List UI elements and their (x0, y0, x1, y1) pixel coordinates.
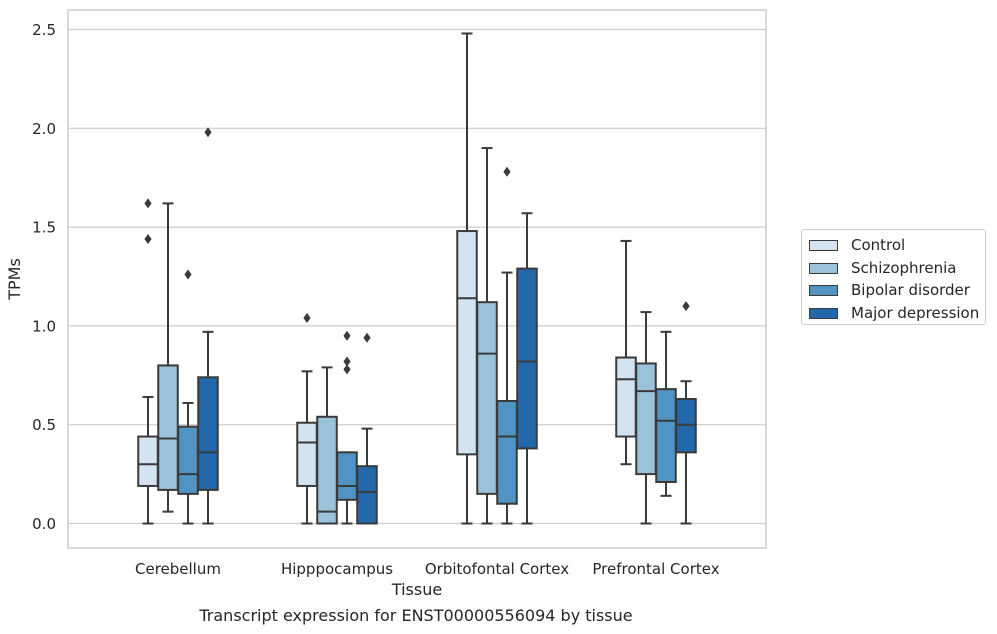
outlier-point (144, 233, 152, 244)
y-tick-label: 2.5 (32, 21, 56, 39)
box-group (137, 198, 159, 525)
box-iqr (476, 301, 498, 495)
box-group (356, 332, 378, 525)
box-group (496, 166, 518, 525)
axis-ticks: 0.0 0.5 1.0 1.5 2.0 2.5 Cerebellum Hipppocampus… (32, 21, 720, 578)
box-iqr (635, 362, 657, 476)
x-tick-label: Cerebellum (135, 560, 221, 578)
box-iqr (197, 376, 219, 491)
legend-swatch-control (809, 239, 838, 251)
box-plot-series (137, 32, 697, 525)
x-axis-label: Tissue (391, 580, 442, 599)
outlier-point (363, 332, 371, 343)
box-group (456, 32, 478, 525)
y-tick-label: 1.0 (32, 317, 56, 335)
box-iqr (655, 388, 677, 484)
box-group (296, 312, 318, 525)
legend-item-schizophrenia: Schizophrenia (809, 258, 956, 278)
y-tick-label: 0.0 (32, 515, 56, 533)
outlier-point (343, 356, 351, 367)
legend-label-bipolar-disorder: Bipolar disorder (851, 281, 970, 299)
legend-item-control: Control (809, 235, 905, 255)
outlier-point (503, 166, 511, 177)
x-tick-label: Hipppocampus (281, 560, 393, 578)
outlier-point (682, 301, 690, 312)
y-axis-label: TPMs (5, 258, 24, 301)
box-group (316, 366, 338, 525)
box-iqr (456, 230, 478, 456)
box-iqr (137, 435, 159, 487)
outlier-point (184, 269, 192, 280)
box-group (197, 127, 219, 525)
x-tick-label: Orbitofontal Cortex (425, 560, 569, 578)
box-group (655, 330, 677, 497)
box-iqr (336, 451, 358, 501)
box-iqr (356, 465, 378, 525)
box-group (177, 269, 199, 525)
box-iqr (316, 415, 338, 525)
box-group (336, 330, 358, 525)
legend-label-control: Control (851, 236, 906, 254)
legend-label-schizophrenia: Schizophrenia (851, 259, 957, 277)
box-iqr (516, 267, 538, 450)
box-iqr (496, 399, 518, 505)
outlier-point (343, 330, 351, 341)
outlier-point (204, 127, 212, 138)
legend-item-bipolar-disorder: Bipolar disorder (809, 280, 970, 300)
box-group (157, 202, 179, 513)
legend-swatch-bipolar-disorder (809, 284, 838, 296)
box-iqr (157, 364, 179, 491)
box-group (675, 301, 697, 525)
box-iqr (615, 356, 637, 438)
box-group (615, 239, 637, 466)
outlier-point (144, 198, 152, 209)
box-group (476, 147, 498, 525)
y-tick-label: 1.5 (32, 219, 56, 237)
outlier-point (303, 312, 311, 323)
legend-item-major-depression: Major depression (809, 303, 979, 323)
plot-frame (67, 9, 767, 549)
legend-swatch-schizophrenia (809, 262, 838, 274)
box-iqr (296, 421, 318, 487)
x-tick-label: Prefrontal Cortex (592, 560, 719, 578)
y-tick-label: 2.0 (32, 120, 56, 138)
chart-caption: Transcript expression for ENST0000055609… (199, 606, 633, 625)
legend: Control Schizophrenia Bipolar disorder M… (801, 229, 986, 325)
outlier-point (343, 364, 351, 375)
box-iqr (177, 425, 199, 495)
box-group (516, 212, 538, 525)
box-group (635, 311, 657, 525)
legend-label-major-depression: Major depression (851, 304, 980, 322)
y-tick-label: 0.5 (32, 416, 56, 434)
legend-swatch-major-depression (809, 307, 838, 319)
